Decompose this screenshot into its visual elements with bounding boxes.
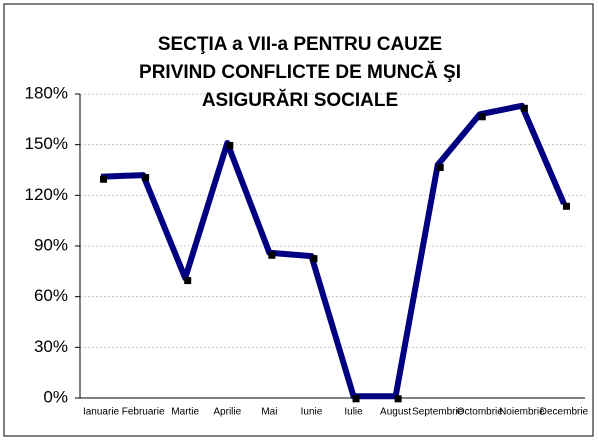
y-tick-label: 0%	[43, 387, 68, 406]
marker	[226, 141, 234, 149]
marker	[142, 174, 150, 182]
y-tick-label: 90%	[34, 235, 68, 254]
y-tick-label: 30%	[34, 337, 68, 356]
marker	[394, 395, 402, 403]
chart-title: SECŢIA a VII-a PENTRU CAUZE	[158, 34, 442, 55]
chart-title: ASIGURĂRI SOCIALE	[202, 89, 398, 111]
x-tick-label: Iulie	[344, 407, 363, 418]
x-tick-label: Martie	[171, 407, 199, 418]
x-tick-label: Iunie	[301, 407, 323, 418]
x-tick-label: Octombrie	[457, 407, 504, 418]
marker	[352, 395, 360, 403]
x-tick-label: Aprilie	[213, 407, 241, 418]
x-tick-label: August	[380, 407, 411, 418]
marker	[478, 113, 486, 121]
x-tick-label: Mai	[261, 407, 277, 418]
chart-frame	[3, 3, 594, 437]
marker	[436, 163, 444, 171]
x-tick-label: Decembrie	[540, 407, 589, 418]
marker	[184, 277, 192, 285]
x-tick-label: Septembrie	[412, 407, 464, 418]
x-tick-label: Februarie	[122, 407, 165, 418]
x-tick-label: Ianuarie	[83, 407, 120, 418]
marker	[100, 175, 108, 183]
y-tick-label: 150%	[25, 134, 68, 153]
marker	[310, 255, 318, 263]
y-tick-label: 60%	[34, 286, 68, 305]
y-tick-label: 120%	[25, 185, 68, 204]
line	[100, 102, 567, 400]
marker	[520, 104, 528, 112]
x-tick-label: Noiembrie	[499, 407, 545, 418]
chart-title: PRIVIND CONFLICTE DE MUNCĂ ŞI	[139, 61, 461, 83]
marker	[268, 251, 276, 259]
y-tick-label: 180%	[25, 83, 68, 102]
marker	[562, 202, 570, 210]
